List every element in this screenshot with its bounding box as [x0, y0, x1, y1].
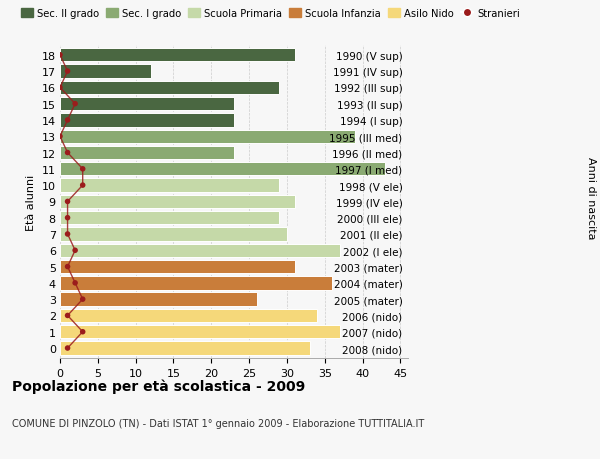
Point [63, 198, 73, 206]
Point [63, 345, 73, 352]
Text: COMUNE DI PINZOLO (TN) - Dati ISTAT 1° gennaio 2009 - Elaborazione TUTTITALIA.IT: COMUNE DI PINZOLO (TN) - Dati ISTAT 1° g… [12, 418, 424, 428]
Point [63, 150, 73, 157]
Point [78, 182, 88, 190]
Point [78, 166, 88, 173]
Point [63, 117, 73, 124]
Legend: Sec. II grado, Sec. I grado, Scuola Primaria, Scuola Infanzia, Asilo Nido, Stran: Sec. II grado, Sec. I grado, Scuola Prim… [17, 5, 524, 23]
Bar [60, 244, 340, 257]
Bar [60, 82, 280, 95]
Point [55, 52, 65, 59]
Point [63, 231, 73, 238]
Text: Popolazione per età scolastica - 2009: Popolazione per età scolastica - 2009 [12, 379, 305, 393]
Bar [60, 212, 280, 225]
Y-axis label: Età alunni: Età alunni [26, 174, 36, 230]
Bar [60, 293, 257, 306]
Bar [60, 163, 385, 176]
Point [70, 280, 80, 287]
Point [63, 312, 73, 319]
Bar [60, 228, 287, 241]
Point [63, 214, 73, 222]
Point [63, 68, 73, 76]
Bar [60, 179, 280, 192]
Bar [60, 146, 234, 160]
Bar [60, 309, 317, 322]
Point [78, 328, 88, 336]
Bar [60, 49, 295, 62]
Text: Anni di nascita: Anni di nascita [586, 156, 596, 239]
Point [55, 133, 65, 140]
Bar [60, 277, 332, 290]
Bar [60, 65, 151, 78]
Point [55, 84, 65, 92]
Bar [60, 325, 340, 339]
Bar [60, 260, 295, 274]
Point [78, 296, 88, 303]
Bar [60, 130, 355, 144]
Bar [60, 114, 234, 127]
Bar [60, 98, 234, 111]
Bar [60, 341, 310, 355]
Point [63, 263, 73, 271]
Point [70, 101, 80, 108]
Bar [60, 195, 295, 209]
Point [70, 247, 80, 254]
